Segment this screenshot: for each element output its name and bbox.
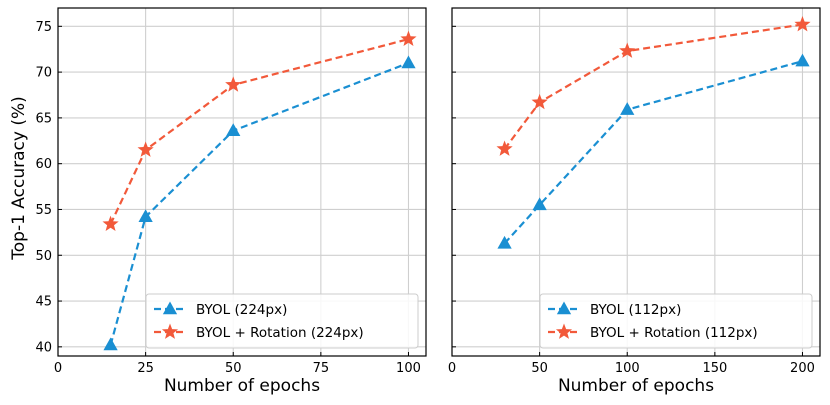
legend-box <box>539 293 813 349</box>
legend-marker <box>555 323 573 339</box>
legend-label: BYOL (112px) <box>590 302 681 318</box>
data-point <box>794 15 811 32</box>
data-point <box>497 235 512 249</box>
legend-label: BYOL (224px) <box>196 302 287 318</box>
series-line-byol-rotation <box>503 23 803 150</box>
x-tick-label: 0 <box>448 361 456 376</box>
x-tick-label: 75 <box>313 361 330 376</box>
data-point <box>225 76 242 92</box>
x-tick-label: 50 <box>531 361 548 376</box>
x-tick-label: 150 <box>702 361 727 376</box>
x-tick-label: 200 <box>790 361 815 376</box>
x-tick-label: 100 <box>396 361 421 376</box>
series-line-byol <box>503 60 803 245</box>
y-tick-label: 55 <box>35 203 52 218</box>
plot-frame <box>451 7 821 357</box>
data-point <box>531 93 548 110</box>
y-axis-title: Top-1 Accuracy (%) <box>9 96 29 260</box>
x-tick-label: 100 <box>615 361 640 376</box>
data-point <box>401 55 416 69</box>
y-tick-label: 75 <box>35 20 52 35</box>
plot-frame <box>57 7 427 357</box>
y-tick-label: 50 <box>35 249 52 264</box>
y-tick-label: 45 <box>35 295 52 310</box>
legend: BYOL (112px) BYOL + Rotation (112px) <box>539 293 813 349</box>
legend-label: BYOL + Rotation (224px) <box>196 325 364 341</box>
data-point <box>619 42 636 58</box>
data-point <box>795 53 810 67</box>
y-tick-label: 40 <box>35 340 52 355</box>
y-tick-label: 70 <box>35 66 52 81</box>
legend-marker <box>161 323 179 339</box>
data-point <box>103 337 118 351</box>
legend-label: BYOL + Rotation (112px) <box>590 325 758 341</box>
data-point <box>620 102 635 115</box>
data-point <box>532 197 547 211</box>
data-point <box>496 140 513 156</box>
data-point <box>400 30 417 47</box>
legend-marker <box>556 301 572 315</box>
x-axis-title: Number of epochs <box>164 376 320 396</box>
x-tick-label: 0 <box>54 361 62 376</box>
x-tick-label: 25 <box>137 361 154 376</box>
data-point <box>137 141 154 157</box>
legend-box <box>145 293 419 349</box>
data-point <box>102 215 119 231</box>
y-tick-label: 65 <box>35 111 52 126</box>
legend: BYOL (224px) BYOL + Rotation (224px) <box>145 293 419 349</box>
data-point <box>226 123 241 136</box>
series-line-byol <box>109 61 409 346</box>
y-tick-label: 60 <box>35 157 52 172</box>
data-point <box>138 209 153 223</box>
right-chart-panel: 0 50 100 150 200 Number of epochs BYOL (112px)… <box>448 7 821 396</box>
x-tick-label: 50 <box>225 361 242 376</box>
x-axis-title: Number of epochs <box>558 376 714 396</box>
legend-marker <box>162 301 178 315</box>
series-line-byol-rotation <box>109 38 409 225</box>
